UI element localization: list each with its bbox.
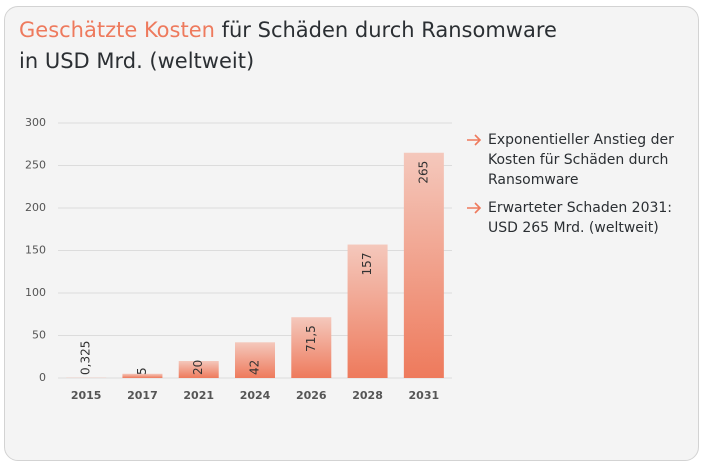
value-label: 5	[135, 367, 149, 375]
note-text: Exponentieller Anstieg der Kosten für Sc…	[488, 132, 674, 188]
card: Geschätzte Kosten für Schäden durch Rans…	[4, 6, 699, 461]
y-tick-label: 300	[25, 116, 46, 129]
x-tick-label: 2024	[240, 389, 271, 402]
title-part: für Schäden durch Ransomware	[221, 18, 557, 42]
y-tick-label: 0	[39, 371, 46, 384]
notes: Exponentieller Anstieg der Kosten für Sc…	[466, 130, 691, 246]
title-highlight: Geschätzte Kosten	[19, 18, 215, 42]
x-tick-label: 2017	[127, 389, 158, 402]
value-label: 20	[191, 360, 205, 375]
bar	[235, 342, 275, 378]
value-label: 0,325	[79, 341, 93, 375]
bar	[178, 361, 219, 378]
bar	[291, 317, 332, 378]
note: Exponentieller Anstieg der Kosten für Sc…	[466, 130, 691, 190]
value-label: 71,5	[304, 325, 318, 352]
x-tick-label: 2028	[352, 389, 383, 402]
x-tick-label: 2015	[71, 389, 102, 402]
bar	[122, 373, 163, 378]
x-tick-label: 2031	[409, 389, 440, 402]
x-tick-label: 2026	[296, 389, 327, 402]
note: Erwarteter Schaden 2031: USD 265 Mrd. (w…	[466, 198, 691, 238]
note-text: Erwarteter Schaden 2031: USD 265 Mrd. (w…	[488, 200, 673, 236]
bar	[403, 152, 444, 378]
arrow-icon	[467, 134, 482, 146]
y-tick-label: 150	[25, 244, 46, 257]
y-tick-label: 250	[25, 159, 46, 172]
arrow-icon	[467, 202, 482, 214]
y-tick-label: 50	[32, 329, 46, 342]
value-label: 157	[360, 253, 374, 276]
y-tick-label: 100	[25, 286, 46, 299]
value-label: 42	[248, 360, 262, 375]
bar	[347, 244, 388, 378]
y-tick-label: 200	[25, 201, 46, 214]
value-label: 265	[416, 161, 430, 184]
title-part: in USD Mrd. (weltweit)	[19, 49, 255, 73]
title: Geschätzte Kosten für Schäden durch Rans…	[19, 15, 557, 77]
x-tick-label: 2021	[183, 389, 214, 402]
